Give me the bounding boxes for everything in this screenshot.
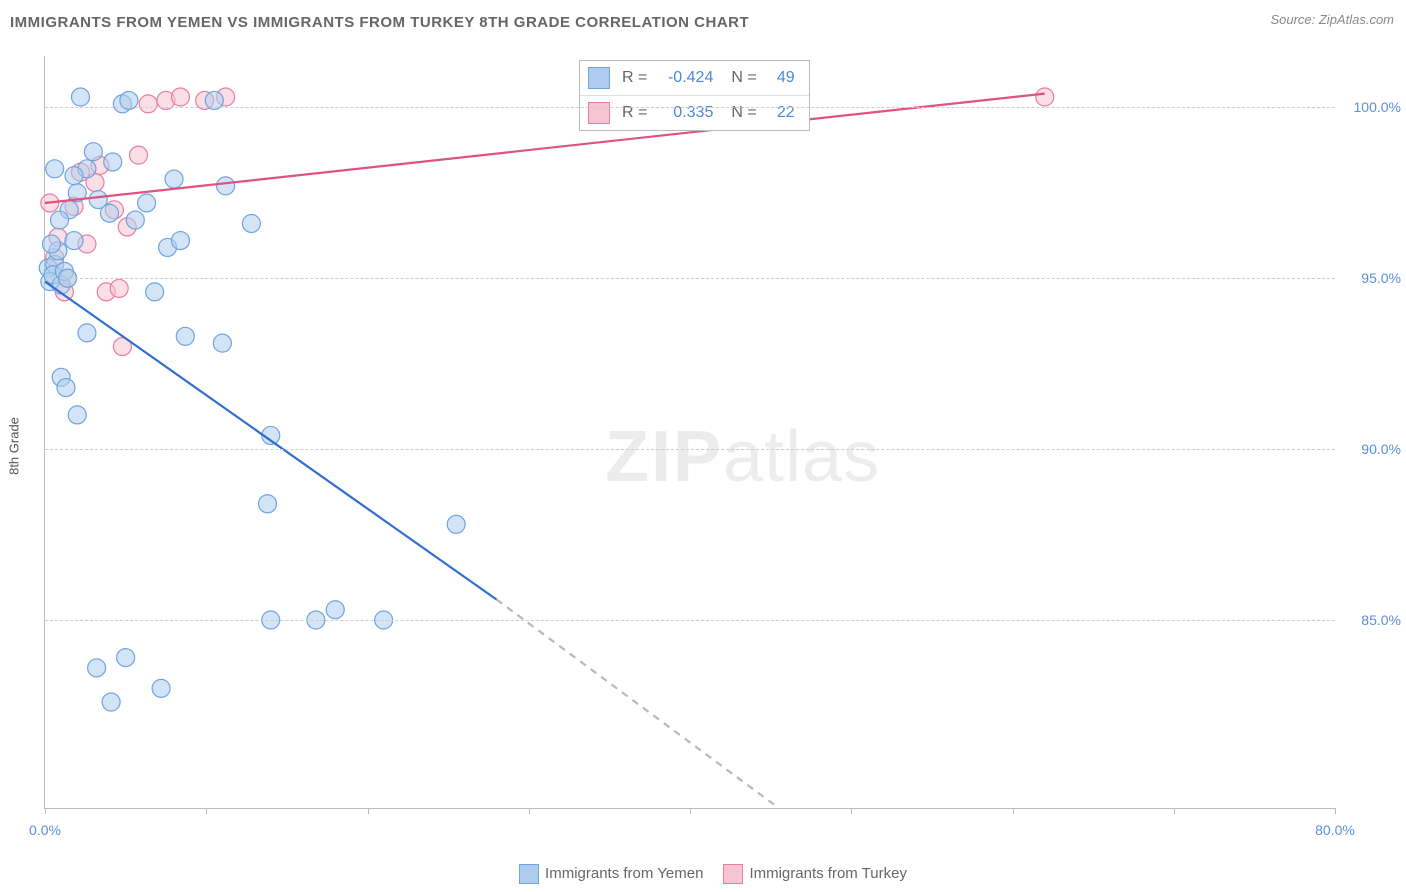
data-point [165, 170, 183, 188]
x-tick [1013, 808, 1014, 814]
y-tick-label: 90.0% [1341, 441, 1401, 457]
y-axis-label: 8th Grade [7, 417, 22, 475]
data-point [57, 379, 75, 397]
legend-swatch [723, 864, 743, 884]
data-point [71, 88, 89, 106]
chart-svg [45, 56, 1335, 808]
data-point [78, 324, 96, 342]
data-point [65, 232, 83, 250]
gridline-h [45, 620, 1335, 621]
data-point [171, 88, 189, 106]
stats-row: R = 0.335N = 22 [580, 95, 809, 130]
data-point [138, 194, 156, 212]
stat-n-label: N = [731, 69, 756, 87]
data-point [104, 153, 122, 171]
stats-legend-box: R = -0.424 N = 49 R = 0.335N = 22 [579, 60, 810, 131]
y-tick-label: 85.0% [1341, 612, 1401, 628]
x-tick [1174, 808, 1175, 814]
x-tick [851, 808, 852, 814]
x-tick [206, 808, 207, 814]
regression-line [45, 94, 1045, 203]
x-tick [690, 808, 691, 814]
stats-row: R = -0.424 N = 49 [580, 61, 809, 95]
y-tick-label: 100.0% [1341, 99, 1401, 115]
legend-label: Immigrants from Turkey [749, 865, 907, 882]
gridline-h [45, 278, 1335, 279]
data-point [46, 160, 64, 178]
data-point [171, 232, 189, 250]
data-point [110, 279, 128, 297]
data-point [447, 515, 465, 533]
x-tick-label: 0.0% [29, 822, 61, 838]
source-label: Source: ZipAtlas.com [1270, 12, 1394, 27]
x-tick-label: 80.0% [1315, 822, 1355, 838]
legend-label: Immigrants from Yemen [545, 865, 703, 882]
data-point [68, 406, 86, 424]
data-point [176, 327, 194, 345]
data-point [139, 95, 157, 113]
series-swatch [588, 102, 610, 124]
chart-title: IMMIGRANTS FROM YEMEN VS IMMIGRANTS FROM… [10, 14, 1396, 40]
regression-line [497, 599, 779, 808]
data-point [130, 146, 148, 164]
data-point [84, 143, 102, 161]
data-point [152, 679, 170, 697]
regression-line [45, 282, 497, 600]
x-tick [45, 808, 46, 814]
series-swatch [588, 67, 610, 89]
gridline-h [45, 107, 1335, 108]
legend-bottom: Immigrants from Yemen Immigrants from Tur… [0, 864, 1406, 884]
data-point [1036, 88, 1054, 106]
data-point [259, 495, 277, 513]
data-point [146, 283, 164, 301]
x-tick [1335, 808, 1336, 814]
stat-n-value: 49 [761, 69, 795, 87]
gridline-h [45, 449, 1335, 450]
plot-area: ZIPatlas R = -0.424N = 49R = 0.335N = 22… [44, 56, 1335, 809]
data-point [88, 659, 106, 677]
data-point [42, 235, 60, 253]
data-point [217, 177, 235, 195]
data-point [101, 204, 119, 222]
data-point [65, 167, 83, 185]
data-point [242, 214, 260, 232]
x-tick [368, 808, 369, 814]
y-tick-label: 95.0% [1341, 270, 1401, 286]
stat-r-value: -0.424 [651, 69, 713, 87]
data-point [126, 211, 144, 229]
stat-r-label: R = [622, 69, 647, 87]
x-tick [529, 808, 530, 814]
data-point [51, 211, 69, 229]
data-point [326, 601, 344, 619]
data-point [117, 649, 135, 667]
data-point [213, 334, 231, 352]
legend-swatch [519, 864, 539, 884]
data-point [102, 693, 120, 711]
